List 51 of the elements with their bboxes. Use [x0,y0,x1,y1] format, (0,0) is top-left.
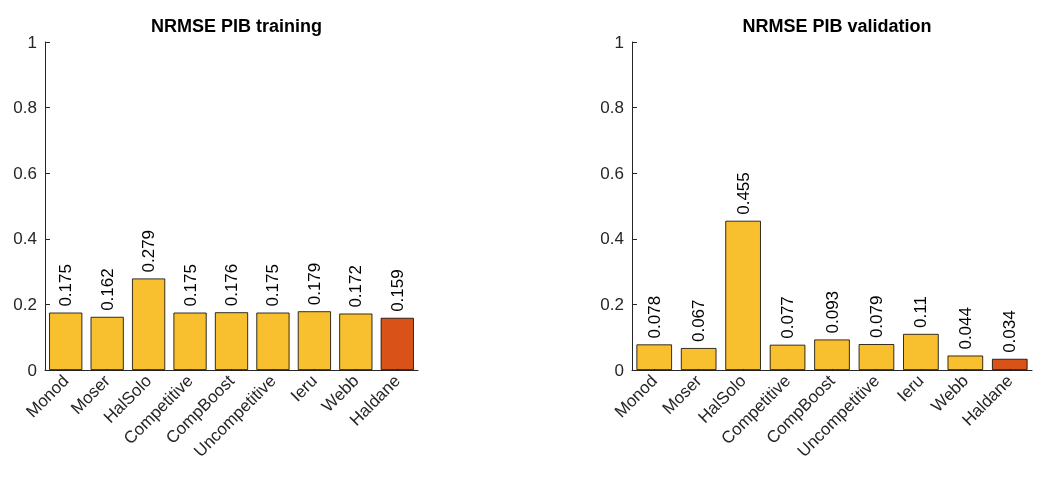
data-label: 0.162 [97,268,117,311]
bar [339,313,373,370]
y-tick-label: 1 [27,32,37,52]
data-label: 0.279 [139,229,159,273]
bar [636,344,672,370]
bar [992,358,1028,370]
data-label: 0.175 [263,264,283,307]
bar [173,312,207,370]
y-tick-label: 0.4 [13,229,37,249]
y-tick-label: 0.8 [13,98,37,118]
bar [858,344,895,370]
data-label: 0.172 [346,265,366,308]
data-label: 0.044 [955,307,975,350]
bar [132,278,166,370]
bar [814,339,850,370]
bar [49,312,83,370]
bar [256,312,290,370]
y-tick-label: 0.4 [600,229,624,249]
bar [725,220,761,370]
y-tick-label: 1 [614,32,624,52]
data-label: 0.175 [56,264,76,307]
y-tick-label: 0.6 [13,163,37,183]
data-label: 0.093 [822,290,842,334]
bar [214,312,249,370]
data-label: 0.176 [222,263,241,307]
y-tick-label: 0.2 [13,294,37,314]
data-label: 0.455 [733,172,753,215]
data-label: 0.079 [866,295,886,339]
chart-title: NRMSE PIB training [150,16,323,36]
y-tick-label: 0.6 [600,163,624,183]
bar [769,344,806,370]
data-label: 0.077 [778,296,798,339]
y-tick-label: 0.2 [600,294,624,314]
bar [947,355,984,370]
bar [903,333,939,370]
bar [90,316,124,370]
data-label: 0.175 [180,264,200,307]
x-tick-label: Ieru [893,371,928,406]
y-tick-label: 0 [614,360,624,380]
data-label: 0.034 [1000,310,1020,353]
bar [680,348,717,370]
data-label: 0.159 [387,269,407,312]
data-label: 0.11 [911,296,931,328]
data-label: 0.179 [304,262,324,306]
bar [297,311,331,370]
chart-title: NRMSE PIB validation [742,16,932,36]
y-tick-label: 0 [27,360,37,380]
data-label: 0.067 [689,299,709,343]
bar [380,317,414,370]
y-tick-label: 0.8 [600,98,624,118]
data-label: 0.078 [644,295,664,339]
